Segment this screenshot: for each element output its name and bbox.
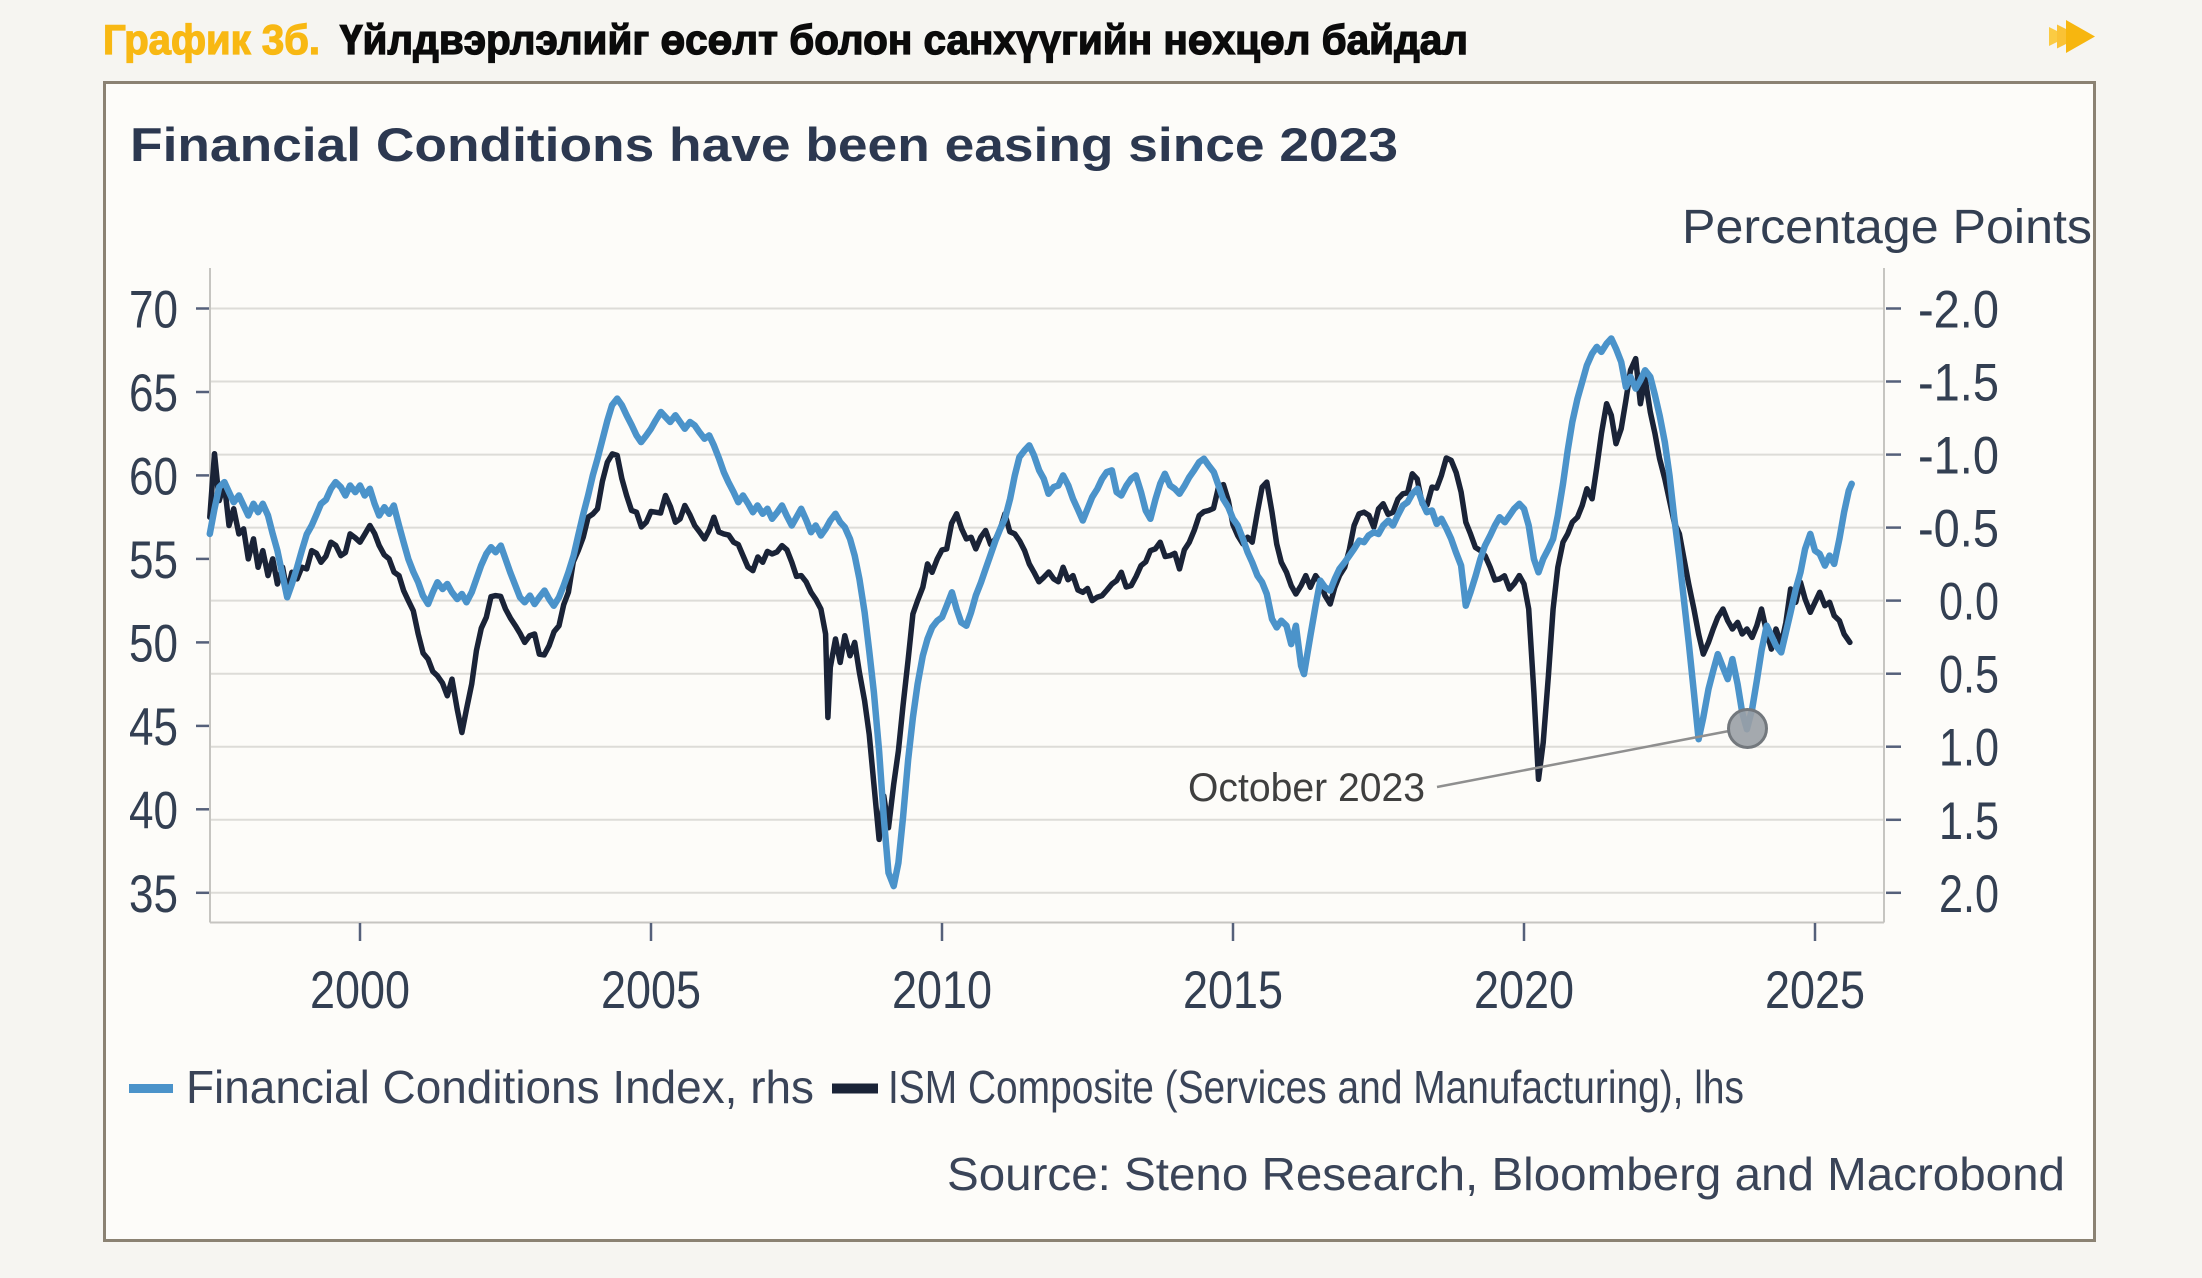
svg-text:Financial Conditions have been: Financial Conditions have been easing si… xyxy=(130,118,1398,171)
svg-text:Financial Conditions Index, rh: Financial Conditions Index, rhs xyxy=(186,1061,814,1113)
svg-text:October 2023: October 2023 xyxy=(1188,766,1425,810)
svg-text:0.5: 0.5 xyxy=(1939,646,1999,705)
svg-text:55: 55 xyxy=(129,531,178,590)
svg-text:-0.5: -0.5 xyxy=(1918,500,1999,559)
svg-text:-1.0: -1.0 xyxy=(1918,427,1999,486)
svg-text:2000: 2000 xyxy=(310,961,410,1020)
svg-text:2020: 2020 xyxy=(1474,961,1574,1020)
svg-text:60: 60 xyxy=(129,447,178,506)
svg-text:1.0: 1.0 xyxy=(1939,719,1999,778)
svg-text:Source: Steno Research, Bloomb: Source: Steno Research, Bloomberg and Ma… xyxy=(947,1148,2065,1200)
svg-text:ISM Composite (Services and Ma: ISM Composite (Services and Manufacturin… xyxy=(888,1061,1744,1113)
svg-text:40: 40 xyxy=(129,781,178,840)
svg-text:Үйлдвэрлэлийг өсөлт болон санх: Үйлдвэрлэлийг өсөлт болон санхүүгийн нөх… xyxy=(340,16,1468,63)
svg-text:-2.0: -2.0 xyxy=(1918,281,1999,340)
svg-text:1.5: 1.5 xyxy=(1939,792,1999,851)
svg-text:2025: 2025 xyxy=(1765,961,1865,1020)
svg-text:График 3б.: График 3б. xyxy=(103,16,320,63)
svg-text:45: 45 xyxy=(129,698,178,757)
svg-text:65: 65 xyxy=(129,364,178,423)
svg-text:Percentage Points: Percentage Points xyxy=(1682,201,2092,254)
svg-text:50: 50 xyxy=(129,614,178,673)
svg-text:2005: 2005 xyxy=(601,961,701,1020)
svg-text:0.0: 0.0 xyxy=(1939,573,1999,632)
svg-text:35: 35 xyxy=(129,865,178,924)
svg-text:2010: 2010 xyxy=(892,961,992,1020)
svg-text:2.0: 2.0 xyxy=(1939,865,1999,924)
svg-text:70: 70 xyxy=(129,281,178,340)
svg-text:2015: 2015 xyxy=(1183,961,1283,1020)
svg-text:-1.5: -1.5 xyxy=(1918,354,1999,413)
